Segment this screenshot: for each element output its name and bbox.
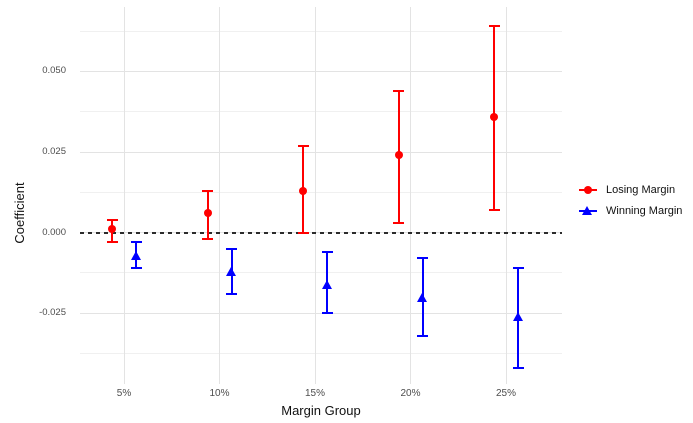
- circle-marker-icon: [203, 209, 212, 218]
- minor-gridline: [80, 272, 562, 274]
- triangle-marker-icon: [321, 279, 332, 289]
- minor-gridline: [80, 30, 562, 32]
- legend-label-losing-margin: Losing Margin: [606, 184, 676, 196]
- minor-gridline: [80, 352, 562, 354]
- legend-item-losing-margin: Losing Margin: [578, 183, 682, 197]
- major-gridline: [80, 151, 562, 153]
- x-tick-label: 15%: [304, 388, 325, 399]
- triangle-marker-icon: [226, 266, 236, 276]
- pointrange-losing-margin-15pct: [297, 7, 309, 384]
- errorbar-cap: [417, 334, 428, 337]
- zero-reference-line: [80, 231, 562, 234]
- vertical-gridline-10%: [219, 7, 220, 384]
- errorbar-cap: [226, 292, 237, 295]
- pointrange-winning-margin-25pct: [512, 7, 524, 384]
- y-axis-title: Coefficient: [12, 182, 27, 244]
- errorbar-cap: [488, 25, 500, 28]
- pointrange-losing-margin-25pct: [488, 7, 500, 384]
- errorbar-cap: [130, 241, 142, 244]
- errorbar-cap: [202, 238, 213, 240]
- y-tick-label: 0.000: [42, 226, 66, 238]
- errorbar-cap: [202, 189, 213, 192]
- minor-gridline: [80, 191, 562, 193]
- circle-marker-icon: [299, 186, 307, 195]
- circle-marker-icon: [490, 112, 498, 121]
- x-tick-label: 5%: [116, 388, 132, 399]
- errorbar-cap: [106, 218, 118, 221]
- legend-item-winning-margin: Winning Margin: [578, 204, 682, 218]
- pointrange-winning-margin-10pct: [226, 7, 237, 384]
- errorbar-cap: [417, 257, 428, 260]
- circle-marker-icon: [394, 151, 403, 160]
- vertical-gridline-5%: [123, 7, 125, 384]
- circle-marker-icon: [578, 183, 598, 197]
- vertical-gridline-25%: [505, 7, 507, 384]
- plot-panel: [80, 7, 562, 384]
- triangle-marker-icon: [417, 292, 427, 302]
- legend: Losing Margin Winning Margin: [578, 183, 682, 218]
- major-gridline: [80, 312, 562, 314]
- errorbar-cap: [321, 250, 333, 253]
- pointrange-losing-margin-5pct: [106, 7, 118, 384]
- y-tick-label: -0.025: [39, 307, 66, 319]
- errorbar-cap: [130, 267, 142, 269]
- x-tick-label: 25%: [495, 388, 516, 399]
- errorbar-cap: [297, 231, 309, 234]
- x-tick-label: 20%: [400, 388, 421, 399]
- legend-label-winning-margin: Winning Margin: [606, 205, 683, 217]
- errorbar-cap: [512, 267, 524, 269]
- errorbar-cap: [393, 221, 404, 224]
- errorbar-cap: [488, 209, 500, 211]
- triangle-marker-icon: [578, 204, 598, 218]
- y-tick-label: 0.025: [42, 146, 66, 157]
- triangle-marker-icon: [130, 250, 141, 260]
- errorbar-cap: [393, 89, 404, 92]
- circle-marker-icon: [108, 225, 116, 234]
- x-tick-label: 10%: [209, 388, 230, 399]
- errorbar-cap: [106, 241, 118, 244]
- minor-gridline: [80, 111, 562, 113]
- pointrange-winning-margin-15pct: [321, 7, 333, 384]
- pointrange-winning-margin-5pct: [130, 7, 142, 384]
- pointrange-losing-margin-20pct: [393, 7, 404, 384]
- y-tick-label: 0.050: [42, 65, 66, 77]
- errorbar-cap: [512, 366, 524, 369]
- vertical-gridline-20%: [410, 7, 411, 384]
- errorbar-cap: [297, 144, 309, 147]
- triangle-marker-icon: [512, 311, 523, 321]
- pointrange-winning-margin-20pct: [417, 7, 428, 384]
- pointrange-losing-margin-10pct: [202, 7, 213, 384]
- vertical-gridline-15%: [314, 7, 316, 384]
- errorbar-cap: [321, 312, 333, 315]
- major-gridline: [80, 70, 562, 72]
- x-axis-title: Margin Group: [281, 403, 361, 418]
- errorbar-cap: [226, 247, 237, 250]
